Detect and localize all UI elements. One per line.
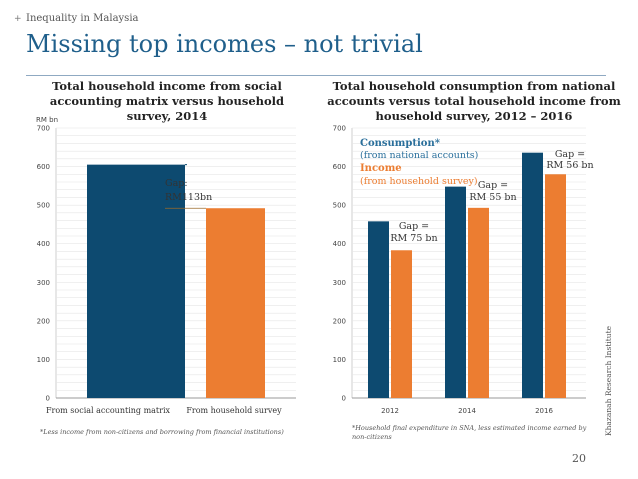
left-y-tick-label: 0 xyxy=(46,395,50,403)
right-x-tick-label: 2012 xyxy=(381,407,399,415)
income-bar xyxy=(468,207,489,398)
left-gap-value: RM113bn xyxy=(165,192,212,203)
plus-icon: + xyxy=(14,14,22,24)
right-y-tick-label: 0 xyxy=(342,395,346,403)
right-x-tick-label: 2016 xyxy=(535,407,553,415)
side-credit: Khazanah Research Institute xyxy=(604,325,613,436)
right-gap-value: RM 55 bn xyxy=(469,192,516,203)
right-y-tick-label: 200 xyxy=(333,317,346,325)
left-bar xyxy=(206,208,265,398)
page-number: 20 xyxy=(572,452,586,465)
legend-consumption-name: Consumption* xyxy=(360,138,441,149)
right-gap-label: Gap = xyxy=(399,221,429,232)
section-kicker: Inequality in Malaysia xyxy=(26,13,139,24)
right-footnote: *Household final expenditure in SNA, les… xyxy=(352,424,587,441)
consumption-bar xyxy=(368,221,389,398)
right-y-tick-label: 100 xyxy=(333,356,346,364)
left-y-tick-label: 500 xyxy=(37,202,50,210)
right-gap-label: Gap = xyxy=(478,180,508,191)
right-y-tick-label: 500 xyxy=(333,202,346,210)
right-gap-value: RM 56 bn xyxy=(546,160,593,171)
right-y-tick-label: 700 xyxy=(333,125,346,133)
left-gap-label: Gap: xyxy=(165,178,188,189)
right-x-tick-label: 2014 xyxy=(458,407,476,415)
left-bar xyxy=(87,164,185,398)
left-footnote: *Less income from non-citizens and borro… xyxy=(40,428,284,436)
page-title: Missing top incomes – not trivial xyxy=(26,30,423,58)
left-y-tick-label: 400 xyxy=(37,240,50,248)
left-y-axis-unit: RM bn xyxy=(36,116,58,124)
income-bar xyxy=(545,174,566,398)
left-y-tick-label: 600 xyxy=(37,163,50,171)
left-x-tick-label: From social accounting matrix xyxy=(46,406,171,415)
legend-income-sub: (from household survey) xyxy=(360,176,478,187)
left-y-tick-label: 200 xyxy=(37,317,50,325)
left-y-tick-label: 300 xyxy=(37,279,50,287)
right-y-tick-label: 300 xyxy=(333,279,346,287)
right-y-tick-label: 400 xyxy=(333,240,346,248)
title-divider xyxy=(26,75,606,76)
legend-income-name: Income xyxy=(360,163,402,174)
right-chart-title: Total household consumption from nationa… xyxy=(327,79,621,123)
left-x-tick-label: From household survey xyxy=(186,406,282,415)
consumption-bar xyxy=(522,152,543,398)
consumption-bar xyxy=(445,186,466,398)
left-chart-title: Total household income from social accou… xyxy=(49,79,285,123)
right-gap-value: RM 75 bn xyxy=(390,233,437,244)
right-y-tick-label: 600 xyxy=(333,163,346,171)
legend-consumption-sub: (from national accounts) xyxy=(360,150,478,161)
left-y-tick-label: 700 xyxy=(37,125,50,133)
income-bar xyxy=(391,250,412,398)
right-gap-label: Gap = xyxy=(555,149,585,160)
left-y-tick-label: 100 xyxy=(37,356,50,364)
